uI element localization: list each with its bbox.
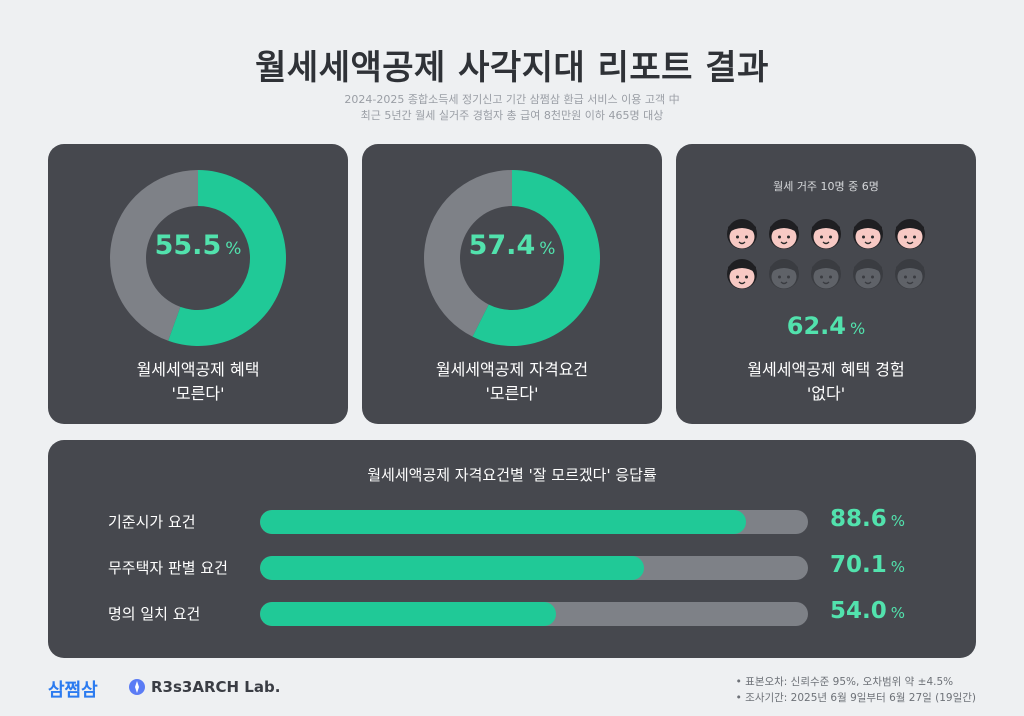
requirements-bar-chart-card: 월세세액공제 자격요건별 '잘 모르겠다' 응답률 기준시가 요건 88.6% … [48,440,976,658]
person-muted-icon [853,259,883,289]
bar-track [260,510,808,534]
person-highlighted-icon [727,259,757,289]
donut-rest-slice [424,170,512,337]
people-caption: 월세 거주 10명 중 6명 [773,180,879,193]
note-sampling-error: • 표본오차: 신뢰수준 95%, 오차범위 약 ±4.5% [735,676,954,688]
person-muted-icon [769,259,799,289]
research-lab-logo-text: R3s3ARCH Lab. [151,678,281,696]
benefit-unaware-card: 55.5% 월세세액공제 혜택 '모른다' [48,144,348,424]
person-highlighted-icon [727,219,757,249]
requirements-unaware-value: 57.4% [362,230,662,261]
requirements-unaware-donut [424,170,600,346]
person-highlighted-icon [811,219,841,249]
value-number: 57.4 [468,230,536,261]
bar-track [260,556,808,580]
value-unit: % [850,319,866,338]
value-unit: % [890,604,906,622]
bar-value-label: 70.1% [830,552,905,578]
value-number: 55.5 [154,230,222,261]
label-line-2: '모른다' [171,384,225,403]
bar-track [260,602,808,626]
donut-rest-slice [110,170,198,341]
no-benefit-experience-card: 월세 거주 10명 중 6명 62.4% 월세세액공제 혜택 경험 '없다' [676,144,976,424]
footer-notes: • 표본오차: 신뢰수준 95%, 오차범위 약 ±4.5% • 조사기간: 2… [736,674,976,706]
value-number: 62.4 [786,312,846,340]
donut-main-slice [168,170,286,346]
bar-fill [260,602,556,626]
bar-category-label: 명의 일치 요건 [108,605,201,623]
no-benefit-experience-value: 62.4% [676,312,976,340]
person-highlighted-icon [895,219,925,249]
benefit-unaware-donut [110,170,286,346]
note-survey-period: • 조사기간: 2025년 6월 9일부터 6월 27일 (19일간) [735,692,976,704]
person-highlighted-icon [853,219,883,249]
bar-row: 기준시가 요건 88.6% [48,506,976,536]
person-highlighted-icon [769,219,799,249]
people-pictogram [727,219,925,289]
value-number: 54.0 [830,598,887,624]
value-unit: % [225,239,242,259]
value-number: 70.1 [830,552,887,578]
compass-icon [129,679,145,695]
value-unit: % [539,239,556,259]
benefit-unaware-label: 월세세액공제 혜택 '모른다' [48,358,348,406]
bar-value-label: 88.6% [830,506,905,532]
label-line-2: '모른다' [485,384,539,403]
label-line-1: 월세세액공제 자격요건 [435,360,589,379]
samjjeomsam-logo: 삼쩜삼 [48,680,98,701]
label-line-2: '없다' [806,384,846,403]
person-muted-icon [811,259,841,289]
no-benefit-experience-label: 월세세액공제 혜택 경험 '없다' [676,358,976,406]
label-line-1: 월세세액공제 혜택 [136,360,260,379]
requirements-unaware-label: 월세세액공제 자격요건 '모른다' [362,358,662,406]
subtitle-line-2: 최근 5년간 월세 실거주 경험자 총 급여 8천만원 이하 465명 대상 [360,109,664,122]
value-unit: % [890,512,906,530]
person-muted-icon [895,259,925,289]
value-unit: % [890,558,906,576]
bar-category-label: 기준시가 요건 [108,513,196,531]
donut-main-slice [472,170,600,346]
page-subtitle: 2024-2025 종합소득세 정기신고 기간 삼쩜삼 환급 서비스 이용 고객… [0,92,1024,124]
bar-category-label: 무주택자 판별 요건 [108,559,228,577]
requirements-unaware-card: 57.4% 월세세액공제 자격요건 '모른다' [362,144,662,424]
bar-row: 명의 일치 요건 54.0% [48,598,976,628]
bar-value-label: 54.0% [830,598,905,624]
bar-fill [260,556,645,580]
benefit-unaware-value: 55.5% [48,230,348,261]
research-lab-logo: R3s3ARCH Lab. [128,678,280,696]
label-line-1: 월세세액공제 혜택 경험 [747,360,905,379]
value-number: 88.6 [830,506,887,532]
subtitle-line-1: 2024-2025 종합소득세 정기신고 기간 삼쩜삼 환급 서비스 이용 고객… [344,93,680,106]
bar-chart-title: 월세세액공제 자격요건별 '잘 모르겠다' 응답률 [367,466,657,484]
bar-row: 무주택자 판별 요건 70.1% [48,552,976,582]
bar-fill [260,510,746,534]
page-title: 월세세액공제 사각지대 리포트 결과 [255,48,769,88]
